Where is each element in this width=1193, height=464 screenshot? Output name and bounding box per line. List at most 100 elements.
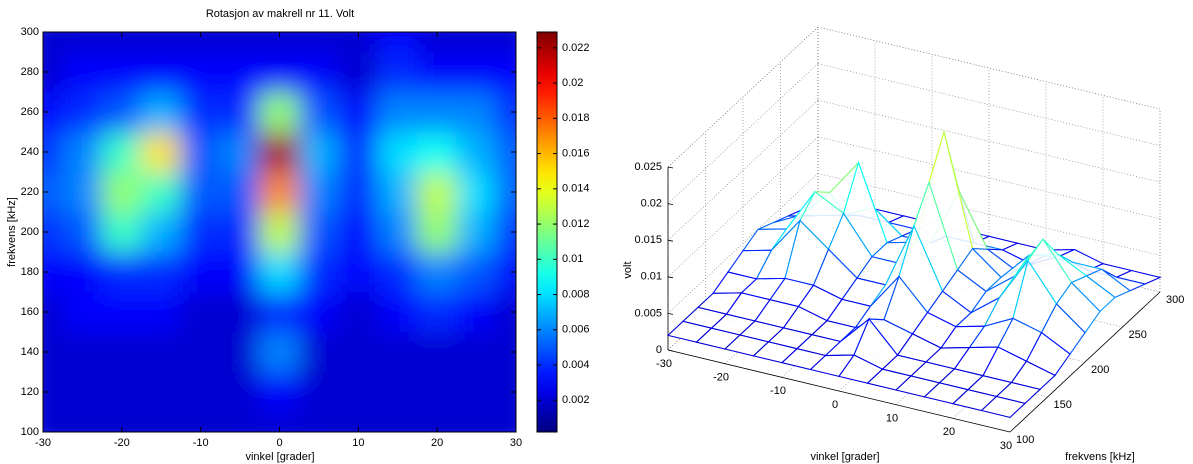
heat-cell	[180, 91, 221, 133]
z-tick	[667, 239, 674, 242]
surface-mesh	[666, 129, 1162, 418]
heat-cell	[456, 171, 497, 213]
heat-cell	[62, 32, 103, 53]
colorbar-tick-label: 0.012	[562, 218, 590, 230]
y-axis-label: frekvens [kHz]	[6, 197, 18, 267]
heat-cell	[416, 32, 458, 53]
heat-cell	[43, 131, 64, 173]
heat-cell	[62, 211, 103, 253]
heat-cell	[456, 331, 497, 373]
heat-cell	[43, 331, 64, 373]
heat-cell	[259, 251, 300, 293]
heat-cell	[259, 171, 300, 213]
heat-cell	[219, 91, 261, 133]
heat-cell	[338, 32, 379, 53]
heat-cell	[456, 411, 497, 432]
heatmap	[43, 32, 516, 432]
heat-cell	[62, 251, 103, 293]
heat-cell	[219, 51, 261, 93]
y-tick-label: 100	[1016, 434, 1034, 446]
heat-cell	[141, 32, 182, 53]
heat-cell	[180, 51, 221, 93]
heat-cell	[219, 131, 261, 173]
heat-cell	[101, 411, 143, 432]
x-tick-label: 30	[510, 437, 522, 449]
heat-cell	[338, 331, 379, 373]
heat-cell	[62, 331, 103, 373]
grid-line	[667, 173, 819, 314]
heat-cell	[298, 211, 340, 253]
heat-cell	[456, 291, 497, 333]
heat-cell	[298, 171, 340, 213]
grid-line	[667, 26, 819, 168]
colorbar-tick-label: 0.008	[562, 288, 590, 300]
heat-cell	[377, 411, 418, 432]
heat-cell	[338, 51, 379, 93]
heat-cell	[495, 251, 516, 293]
heat-cell	[338, 91, 379, 133]
heat-cell	[62, 371, 103, 413]
x-tick-label: -10	[770, 385, 786, 397]
z-tick-label: 0.005	[634, 307, 662, 319]
heat-cell	[456, 211, 497, 253]
y-axis	[1009, 291, 1161, 433]
heat-cell	[416, 131, 458, 173]
heat-cell	[259, 331, 300, 373]
colorbar-tick-label: 0.01	[562, 253, 583, 265]
z-tick-label: 0.01	[641, 271, 662, 283]
x-axis-label: vinkel [grader]	[245, 451, 314, 463]
heat-cell	[298, 131, 340, 173]
heat-cell	[101, 131, 143, 173]
heat-cell	[338, 211, 379, 253]
chart-title: Rotasjon av makrell nr 11. Volt	[206, 8, 354, 20]
heat-cell	[456, 51, 497, 93]
colorbar-tick-label: 0.002	[562, 394, 590, 406]
heat-cell	[180, 291, 221, 333]
heat-cell	[219, 291, 261, 333]
heat-cell	[495, 411, 516, 432]
z-axis-label-3d: volt	[622, 261, 634, 278]
x-tick-label: -30	[35, 437, 51, 449]
heat-cell	[495, 51, 516, 93]
heat-cell	[416, 211, 458, 253]
heat-cell	[43, 32, 64, 53]
heat-cell	[298, 251, 340, 293]
heat-cell	[180, 211, 221, 253]
heat-cell	[219, 411, 261, 432]
heat-cell	[416, 291, 458, 333]
heat-cell	[377, 171, 418, 213]
heat-cell	[141, 211, 182, 253]
heat-cell	[377, 131, 418, 173]
colorbar-tick-label: 0.004	[562, 359, 590, 371]
heat-cell	[259, 371, 300, 413]
y-tick-label: 260	[21, 106, 39, 118]
z-tick-label: 0.025	[634, 161, 662, 173]
x-tick-label: 20	[943, 426, 955, 438]
heat-cell	[219, 211, 261, 253]
z-tick-label: 0.02	[641, 198, 662, 210]
heat-cell	[259, 411, 300, 432]
y-tick-label: 100	[21, 426, 39, 438]
y-tick-label: 220	[21, 186, 39, 198]
heat-cell	[180, 171, 221, 213]
heat-cell	[43, 211, 64, 253]
x-tick-label: -10	[193, 437, 209, 449]
heat-cell	[141, 131, 182, 173]
heat-cell	[456, 91, 497, 133]
heatmap-cells	[43, 32, 516, 432]
heat-cell	[101, 291, 143, 333]
heat-cell	[298, 371, 340, 413]
heat-cell	[338, 131, 379, 173]
grid-line	[667, 63, 819, 204]
heat-cell	[62, 291, 103, 333]
heat-cell	[62, 411, 103, 432]
x-tick-label: 30	[1000, 440, 1012, 452]
heat-cell	[62, 131, 103, 173]
heat-cell	[219, 171, 261, 213]
heat-cell	[259, 91, 300, 133]
heat-cell	[456, 32, 497, 53]
heat-cell	[298, 32, 340, 53]
heat-cell	[377, 32, 418, 53]
heat-cell	[180, 331, 221, 373]
heat-cell	[259, 32, 300, 53]
